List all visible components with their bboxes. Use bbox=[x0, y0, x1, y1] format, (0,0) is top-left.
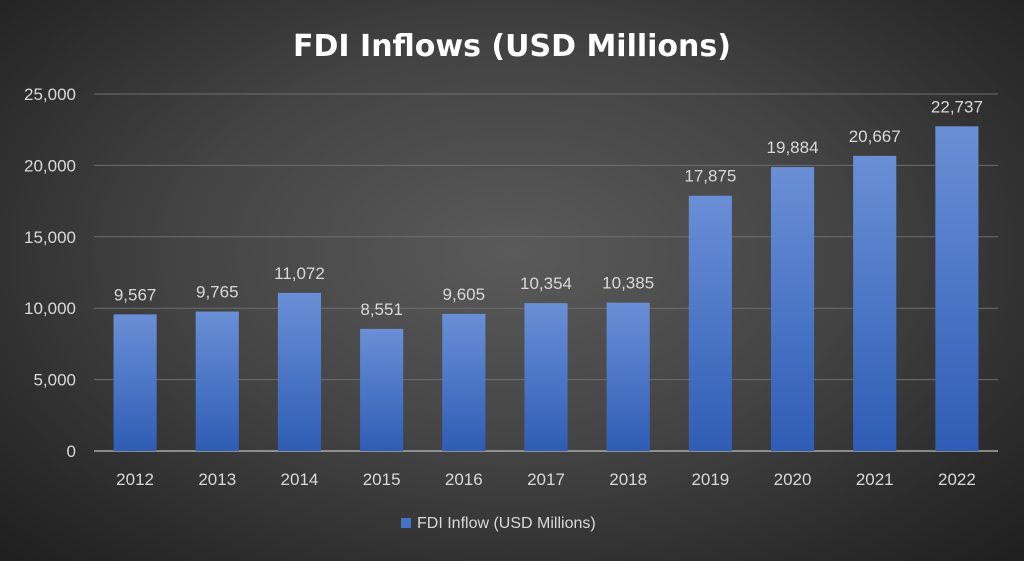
y-tick-label: 5,000 bbox=[33, 371, 76, 390]
data-label-2016: 9,605 bbox=[443, 285, 486, 304]
x-tick-label: 2017 bbox=[527, 470, 565, 489]
bar-2015 bbox=[360, 328, 404, 451]
y-axis: 0 5,000 10,000 15,000 20,000 25,000 bbox=[24, 85, 76, 461]
data-label-2013: 9,765 bbox=[196, 283, 239, 302]
x-tick-label: 2012 bbox=[116, 470, 154, 489]
y-tick-label: 20,000 bbox=[24, 156, 76, 175]
data-label-2018: 10,385 bbox=[602, 274, 654, 293]
x-tick-label: 2013 bbox=[198, 470, 236, 489]
bar-2014 bbox=[277, 292, 322, 451]
bar-2020 bbox=[770, 167, 815, 452]
data-labels: 9,567 9,765 11,072 8,551 9,605 10,354 10,385 17… bbox=[114, 97, 983, 319]
x-tick-label: 2020 bbox=[774, 470, 812, 489]
data-label-2021: 20,667 bbox=[849, 127, 901, 146]
x-tick-label: 2022 bbox=[938, 470, 976, 489]
y-tick-label: 0 bbox=[67, 442, 76, 461]
bar-2013 bbox=[195, 311, 239, 451]
bar-2021 bbox=[853, 155, 897, 451]
x-tick-label: 2014 bbox=[281, 470, 319, 489]
legend-label: FDI Inflow (USD Millions) bbox=[417, 515, 596, 532]
x-tick-label: 2021 bbox=[856, 470, 894, 489]
data-label-2012: 9,567 bbox=[114, 285, 157, 304]
x-tick-label: 2018 bbox=[609, 470, 647, 489]
y-tick-label: 15,000 bbox=[24, 228, 76, 247]
data-label-2020: 19,884 bbox=[767, 138, 819, 157]
bar-2019 bbox=[688, 195, 732, 451]
bar-2022 bbox=[935, 126, 979, 451]
bar-2017 bbox=[524, 303, 568, 451]
bar-2018 bbox=[606, 302, 650, 451]
x-tick-label: 2015 bbox=[363, 470, 401, 489]
legend: FDI Inflow (USD Millions) bbox=[401, 515, 596, 532]
bar-2016 bbox=[442, 313, 486, 451]
data-label-2017: 10,354 bbox=[520, 274, 572, 293]
x-axis: 2012 2013 2014 2015 2016 2017 2018 2019 2020 2021… bbox=[116, 470, 976, 489]
data-label-2022: 22,737 bbox=[931, 97, 983, 116]
legend-swatch bbox=[401, 518, 411, 528]
data-label-2019: 17,875 bbox=[684, 167, 736, 186]
y-tick-label: 25,000 bbox=[24, 85, 76, 104]
data-label-2015: 8,551 bbox=[360, 300, 403, 319]
y-tick-label: 10,000 bbox=[24, 299, 76, 318]
bars bbox=[113, 126, 979, 452]
x-tick-label: 2019 bbox=[691, 470, 729, 489]
chart-title: FDI Inflows (USD Millions) bbox=[293, 29, 731, 64]
bar-2012 bbox=[113, 314, 157, 451]
x-tick-label: 2016 bbox=[445, 470, 483, 489]
data-label-2014: 11,072 bbox=[274, 264, 325, 283]
